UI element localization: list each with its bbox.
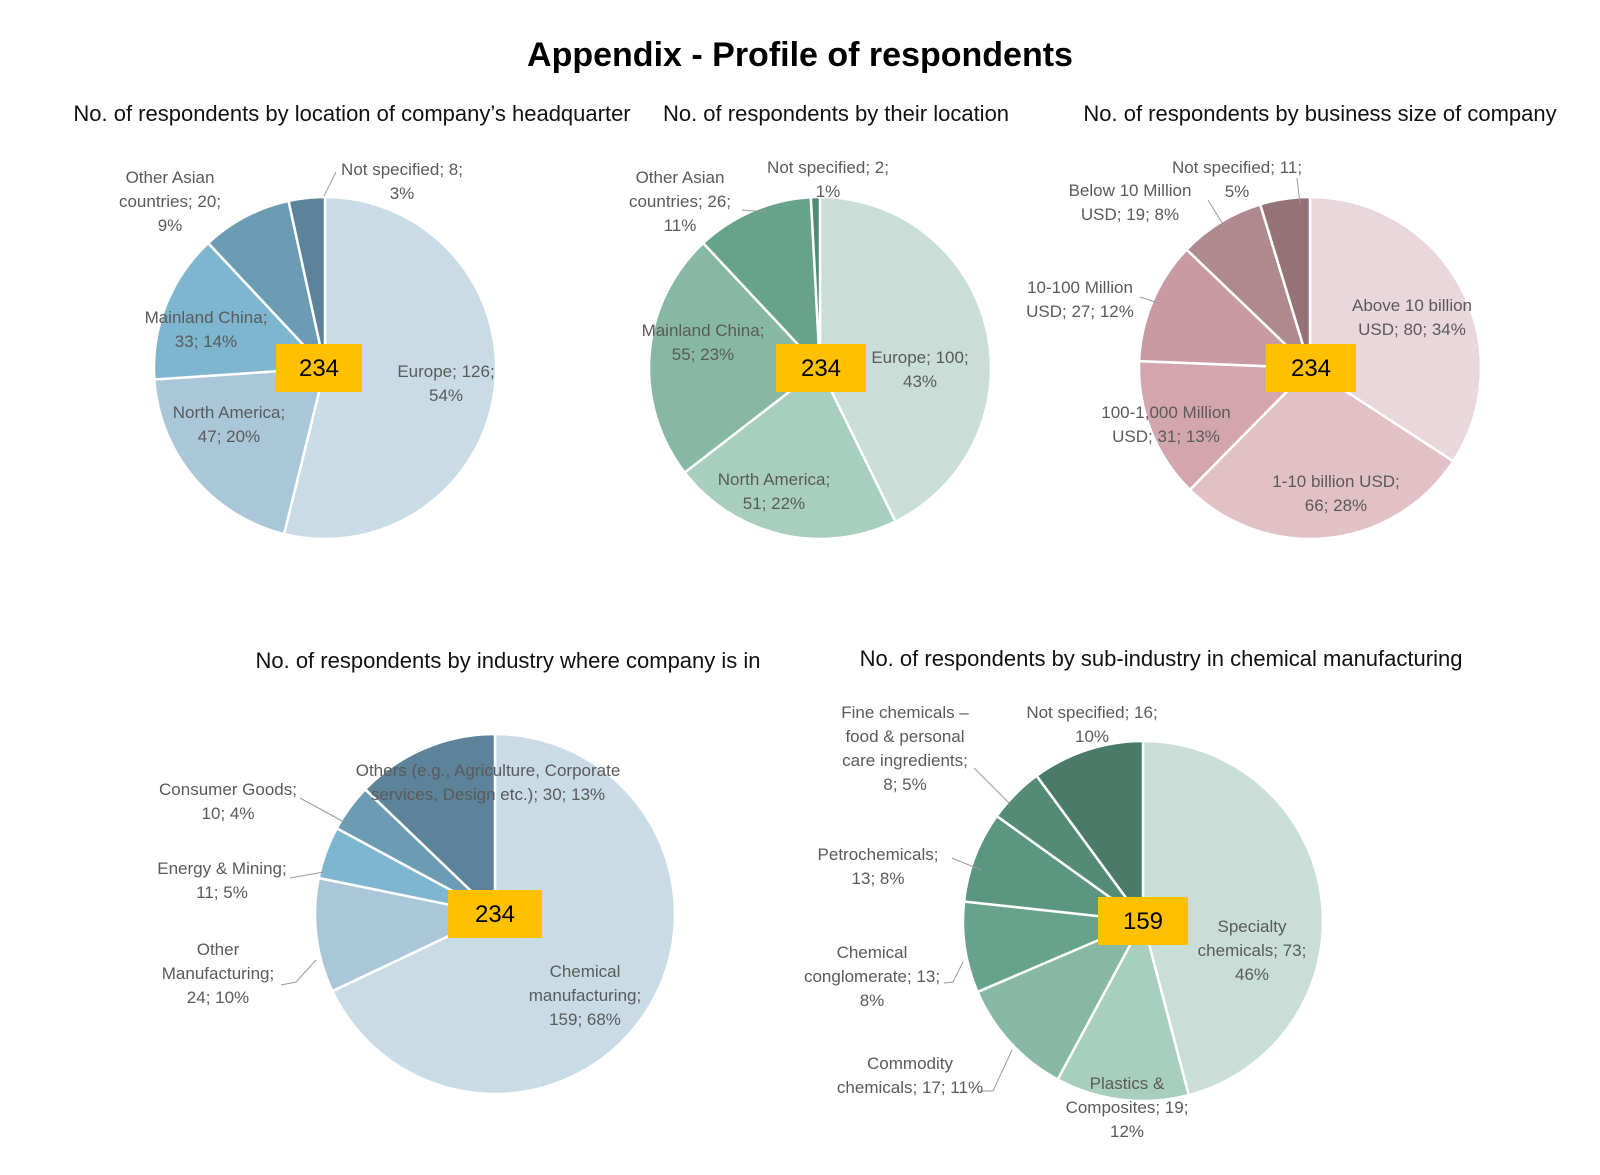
data-label-petrochemicals: Petrochemicals; 13; 8% xyxy=(818,845,939,888)
pie-slice-europe xyxy=(818,195,993,524)
leader-line-10-100-million-usd xyxy=(1139,296,1159,304)
data-label-other-manufacturing: Other Manufacturing; 24; 10% xyxy=(162,940,274,1007)
data-label-not-specified: Not specified; 16; 10% xyxy=(1026,703,1157,746)
data-label-other-asian-countries: Other Asian countries; 26; 11% xyxy=(629,168,731,235)
chart-title-respondent-location: No. of respondents by their location xyxy=(662,101,1010,126)
pie-slice-specialty-chemicals xyxy=(1141,739,1325,1097)
data-label-consumer-goods: Consumer Goods; 10; 4% xyxy=(159,780,297,823)
pie-chart-sub-industry: Specialty chemicals; 73; 46% Plastics & Comp… xyxy=(804,703,1325,1141)
leader-line-energy-mining xyxy=(289,871,325,879)
total-count: 234 xyxy=(299,355,339,382)
data-label-chemical-manufacturing: Chemical manufacturing; 159; 68% xyxy=(529,962,641,1029)
data-label-plastics-composites: Plastics & Composites; 19; 12% xyxy=(1066,1074,1189,1141)
data-label-not-specified: Not specified; 8; 3% xyxy=(341,160,463,203)
leader-line-not-specified xyxy=(1296,177,1301,205)
data-label-1-10-billion-usd: 1-10 billion USD; 66; 28% xyxy=(1272,472,1400,515)
pie-slice-mainland-china xyxy=(647,241,822,475)
data-label-commodity-chemicals: Commodity chemicals; 17; 11% xyxy=(837,1054,983,1097)
pie-chart-industry: Chemical manufacturing; 159; 68% Other Manuf… xyxy=(157,732,677,1096)
pie-slice-europe xyxy=(282,195,498,541)
pie-slice-others-e-g-agriculture-corporate-services-design-etc xyxy=(363,732,497,917)
data-label-north-america: North America; 47; 20% xyxy=(173,403,285,446)
data-label-energy-mining: Energy & Mining; 11; 5% xyxy=(157,859,286,902)
leader-line-below-10-million-usd xyxy=(1207,199,1225,227)
pie-slice-other-asian-countries xyxy=(206,199,328,373)
chart-title-sub-industry: No. of respondents by sub-industry in ch… xyxy=(859,646,1463,671)
data-label-below-10-million-usd: Below 10 Million USD; 19; 8% xyxy=(1069,181,1192,224)
pie-slice-not-specified xyxy=(1258,195,1312,369)
total-badge xyxy=(1266,344,1356,392)
leader-line-fine-chemicals-food-personal-care-ingredients xyxy=(973,767,1010,804)
page-title: Appendix - Profile of respondents xyxy=(527,36,1073,74)
data-label-europe: Europe; 100; 43% xyxy=(871,348,968,391)
data-label-mainland-china: Mainland China; 33; 14% xyxy=(145,308,268,351)
data-label-others-e-g-agriculture-corporate-services-design-etc: Others (e.g., Agriculture, Corporate serv… xyxy=(356,761,621,804)
data-label-mainland-china: Mainland China; 55; 23% xyxy=(642,321,765,364)
data-label-chemical-conglomerate: Chemical conglomerate; 13; 8% xyxy=(804,943,940,1010)
total-badge xyxy=(448,890,542,938)
leader-line-other-manufacturing xyxy=(280,959,317,986)
data-label-10-100-million-usd: 10-100 Million USD; 27; 12% xyxy=(1026,278,1134,321)
leader-line-petrochemicals xyxy=(951,857,982,871)
data-label-above-10-billion-usd: Above 10 billion USD; 80; 34% xyxy=(1352,296,1472,339)
pie-slice-north-america xyxy=(153,366,327,536)
data-label-not-specified: Not specified; 2; 1% xyxy=(767,158,889,201)
leader-line-commodity-chemicals xyxy=(980,1049,1013,1092)
pie-slice-not-specified xyxy=(1034,739,1145,925)
leader-line-chemical-conglomerate xyxy=(943,961,964,984)
total-badge xyxy=(1098,897,1188,945)
pie-chart-respondent-location: Europe; 100; 43% North America; 51; 22% Main… xyxy=(629,158,993,541)
data-label-north-america: North America; 51; 22% xyxy=(718,470,830,513)
leader-line-other-asian-countries xyxy=(741,209,769,213)
chart-title-hq-location: No. of respondents by location of compan… xyxy=(73,101,631,126)
pie-slice-petrochemicals xyxy=(962,814,1148,923)
pie-slice-commodity-chemicals xyxy=(975,918,1146,1082)
pie-slice-north-america xyxy=(682,366,898,541)
chart-title-business-size: No. of respondents by business size of c… xyxy=(1083,101,1557,126)
leader-line-not-specified xyxy=(323,171,337,197)
leader-line-consumer-goods xyxy=(299,797,345,823)
data-label-other-asian-countries: Other Asian countries; 20; 9% xyxy=(119,168,221,235)
data-label-not-specified: Not specified; 11; 5% xyxy=(1172,158,1302,201)
total-badge xyxy=(776,344,866,392)
pie-slice-not-specified xyxy=(287,195,327,369)
pie-slice-plastics-composites xyxy=(1055,917,1191,1103)
pie-slice-below-10-million-usd xyxy=(1184,202,1313,373)
pie-chart-business-size: Above 10 billion USD; 80; 34% 1-10 billion… xyxy=(1026,158,1483,541)
pie-slice-100-1-000-million-usd xyxy=(1137,359,1313,492)
total-count: 159 xyxy=(1123,908,1163,935)
chart-title-industry: No. of respondents by industry where com… xyxy=(255,648,761,673)
data-label-fine-chemicals-food-personal-care-ingredients: Fine chemicals – food & personal care ingr… xyxy=(841,703,969,794)
total-badge xyxy=(276,344,362,392)
data-label-europe: Europe; 126; 54% xyxy=(397,362,494,405)
total-count: 234 xyxy=(801,355,841,382)
data-label-specialty-chemicals: Specialty chemicals; 73; 46% xyxy=(1198,917,1307,984)
pie-slice-1-10-billion-usd xyxy=(1188,366,1456,541)
pie-slice-not-specified xyxy=(809,195,822,369)
total-count: 234 xyxy=(1291,355,1331,382)
pie-chart-hq-location: Europe; 126; 54% North America; 47; 20% Main… xyxy=(119,160,498,541)
data-label-100-1-000-million-usd: 100-1,000 Million USD; 31; 13% xyxy=(1101,403,1230,446)
total-count: 234 xyxy=(475,901,515,928)
